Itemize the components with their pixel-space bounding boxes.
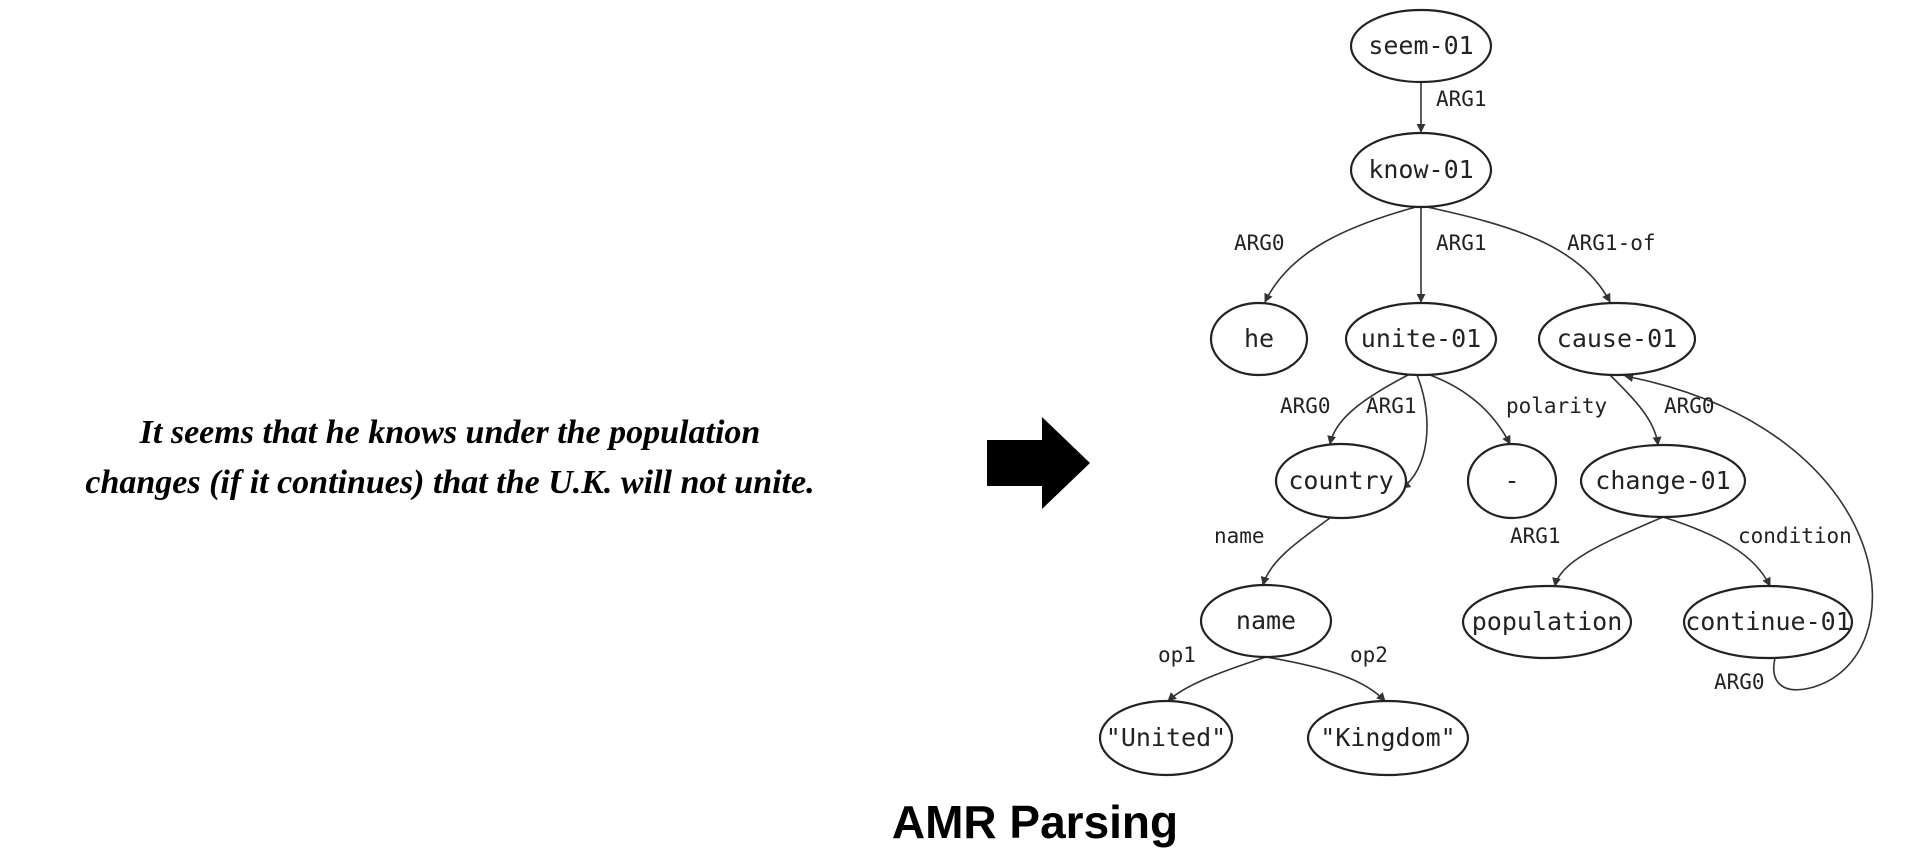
edge-label-know-he-1: ARG0 (1234, 231, 1285, 255)
edge-country-name-8 (1260, 517, 1331, 586)
edge-label-country-name-8: name (1214, 524, 1265, 548)
edge-continue-cause-11 (1624, 373, 1874, 691)
edge-label-unite-country-5: ARG1 (1366, 394, 1417, 418)
edge-label-know-cause-3: ARG1-of (1567, 231, 1656, 255)
edge-unite-country-4 (1327, 374, 1409, 445)
node-united-ellipse (1098, 699, 1234, 777)
edge-label-seem-know-0: ARG1 (1436, 87, 1487, 111)
edge-name-kingdom-13 (1265, 656, 1386, 702)
sentence-line-1: It seems that he knows under the populat… (139, 414, 761, 451)
edge-unite-minus-6 (1429, 374, 1511, 445)
node-know: know-01 (1349, 131, 1493, 209)
node-united-label: "United" (1106, 723, 1226, 752)
node-name-ellipse (1199, 583, 1333, 659)
edge-label-change-population-9: ARG1 (1510, 524, 1561, 548)
graph-edges (1167, 82, 1874, 702)
node-kingdom-label: "Kingdom" (1320, 723, 1455, 752)
node-minus-ellipse (1466, 442, 1558, 520)
edge-cause-change-7 (1609, 374, 1662, 446)
edge-label-unite-minus-6: polarity (1506, 394, 1607, 418)
node-minus-label: - (1504, 466, 1519, 495)
node-unite-label: unite-01 (1361, 324, 1481, 353)
node-name: name (1199, 583, 1333, 659)
edge-label-name-united-12: op1 (1158, 643, 1196, 667)
node-know-ellipse (1349, 131, 1493, 209)
input-sentence: It seems that he knows under the populat… (0, 408, 900, 508)
node-change: change-01 (1579, 443, 1747, 519)
node-seem-ellipse (1349, 8, 1493, 84)
node-change-label: change-01 (1595, 466, 1730, 495)
edge-know-he-1 (1264, 206, 1417, 303)
node-country: country (1274, 442, 1408, 520)
node-continue: continue-01 (1682, 584, 1854, 660)
edge-label-know-unite-2: ARG1 (1436, 231, 1487, 255)
node-know-label: know-01 (1368, 155, 1473, 184)
node-continue-ellipse (1682, 584, 1854, 660)
node-unite-ellipse (1344, 301, 1498, 377)
edge-name-united-12 (1167, 656, 1267, 702)
node-kingdom: "Kingdom" (1306, 699, 1470, 777)
node-cause: cause-01 (1537, 301, 1697, 377)
node-cause-ellipse (1537, 301, 1697, 377)
node-united: "United" (1098, 699, 1234, 777)
edge-change-population-9 (1552, 516, 1664, 587)
node-he-ellipse (1209, 301, 1309, 377)
node-country-label: country (1288, 466, 1393, 495)
edge-label-continue-cause-11: ARG0 (1714, 670, 1765, 694)
node-continue-label: continue-01 (1685, 607, 1851, 636)
edge-label-cause-change-7: ARG0 (1664, 394, 1715, 418)
right-arrow-icon (987, 417, 1090, 509)
node-country-ellipse (1274, 442, 1408, 520)
node-unite: unite-01 (1344, 301, 1498, 377)
edge-label-change-continue-10: condition (1738, 524, 1852, 548)
node-population-label: population (1472, 607, 1623, 636)
node-name-label: name (1236, 606, 1296, 635)
edge-unite-country-5 (1401, 374, 1428, 489)
graph-nodes: seem-01 know-01 he unite-01 cause-01 country -… (1098, 8, 1854, 777)
node-change-ellipse (1579, 443, 1747, 519)
node-he-label: he (1244, 324, 1274, 353)
sentence-line-2: changes (if it continues) that the U.K. … (85, 464, 815, 501)
node-seem-label: seem-01 (1368, 31, 1473, 60)
edge-know-cause-3 (1426, 206, 1611, 303)
node-kingdom-ellipse (1306, 699, 1470, 777)
node-minus: - (1466, 442, 1558, 520)
node-cause-label: cause-01 (1557, 324, 1677, 353)
graph-edge-labels: ARG1 ARG0 ARG1 ARG1-of ARG0 ARG1 polarity ARG0 n… (1158, 87, 1852, 694)
node-population-ellipse (1461, 584, 1633, 660)
edge-label-unite-country-4: ARG0 (1280, 394, 1331, 418)
node-population: population (1461, 584, 1633, 660)
node-seem: seem-01 (1349, 8, 1493, 84)
edge-label-name-kingdom-13: op2 (1350, 643, 1388, 667)
diagram-caption: AMR Parsing (891, 796, 1179, 848)
edge-change-continue-10 (1662, 516, 1771, 587)
node-he: he (1209, 301, 1309, 377)
